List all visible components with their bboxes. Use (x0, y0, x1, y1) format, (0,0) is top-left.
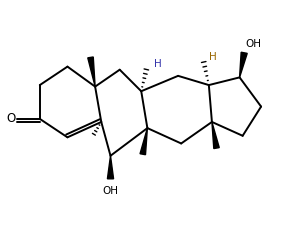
Text: OH: OH (103, 186, 118, 196)
Polygon shape (240, 52, 247, 77)
Polygon shape (140, 128, 147, 155)
Polygon shape (212, 122, 219, 148)
Polygon shape (88, 57, 95, 87)
Text: O: O (7, 112, 16, 125)
Text: H: H (210, 52, 217, 62)
Text: H: H (154, 59, 162, 69)
Polygon shape (107, 156, 114, 179)
Text: OH: OH (246, 39, 262, 49)
